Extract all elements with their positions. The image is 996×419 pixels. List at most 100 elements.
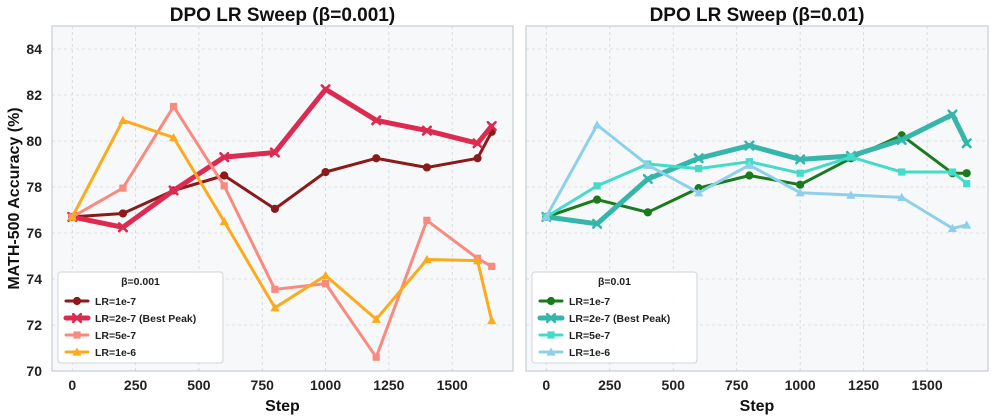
legend-swatch-marker <box>71 312 83 324</box>
data-point <box>846 190 856 199</box>
data-point <box>795 154 806 165</box>
data-point <box>744 160 754 169</box>
data-point <box>693 153 704 164</box>
x-tick-label: 250 <box>598 377 622 393</box>
x-tick-label: 1500 <box>437 377 468 393</box>
chart-title: DPO LR Sweep (β=0.001) <box>170 5 395 26</box>
data-point <box>745 171 754 180</box>
data-point <box>744 140 755 151</box>
data-point <box>947 109 958 120</box>
data-point <box>847 153 855 161</box>
plot-frame <box>525 25 989 372</box>
data-point <box>372 353 380 361</box>
data-point <box>220 182 228 190</box>
legend-swatch-marker <box>73 331 81 339</box>
legend-item: LR=5e-7 <box>64 330 136 342</box>
data-point <box>488 262 496 270</box>
series-lr-5e-7 <box>542 153 971 221</box>
x-tick-label: 750 <box>251 377 275 393</box>
data-point <box>695 165 703 173</box>
legend-box <box>57 271 224 364</box>
x-tick-label: 500 <box>662 377 686 393</box>
x-tick-label: 1000 <box>310 377 341 393</box>
series-line <box>69 86 495 230</box>
data-point <box>321 167 330 177</box>
data-point <box>169 102 178 111</box>
legend-label: LR=2e-7 (Best Peak) <box>95 313 196 325</box>
series-line <box>70 105 494 359</box>
data-point <box>947 223 958 233</box>
series-line <box>70 118 494 322</box>
data-point <box>591 218 603 229</box>
data-point <box>962 220 972 229</box>
data-point <box>962 169 971 178</box>
data-point <box>423 216 431 224</box>
x-tick-label: 250 <box>124 377 148 393</box>
legend-label: LR=1e-6 <box>569 347 610 359</box>
data-point <box>643 160 653 169</box>
data-point <box>372 154 381 163</box>
y-tick-label: 78 <box>26 179 42 195</box>
data-point <box>796 180 805 189</box>
x-axis-label: Step <box>740 398 775 415</box>
data-point <box>270 204 280 213</box>
data-point <box>320 84 331 95</box>
data-point <box>219 216 229 226</box>
data-point <box>220 171 229 180</box>
data-point <box>592 120 602 129</box>
data-point <box>642 173 653 185</box>
x-tick-label: 1250 <box>848 377 879 393</box>
series-line <box>544 123 969 230</box>
data-point <box>592 195 602 204</box>
x-tick-label: 500 <box>187 377 211 393</box>
x-tick-label: 1000 <box>785 377 816 393</box>
data-point <box>422 254 432 264</box>
data-point <box>694 188 704 197</box>
legend-title: β=0.001 <box>121 276 160 288</box>
data-point <box>168 132 179 142</box>
legend-swatch-marker <box>547 331 555 339</box>
x-tick-label: 1500 <box>911 377 942 393</box>
data-point <box>541 212 551 221</box>
data-point <box>118 115 128 124</box>
legend: β=0.01 LR=1e-7 LR=2e-7 (Best Peak) LR=5e-7 L… <box>531 271 698 364</box>
data-point <box>371 314 381 323</box>
legend-label: LR=1e-6 <box>95 347 136 359</box>
legend-swatch-marker <box>546 347 556 356</box>
data-point <box>119 184 127 192</box>
legend-label: LR=1e-7 <box>95 296 136 308</box>
y-tick-label: 70 <box>26 363 42 379</box>
series-line <box>70 130 494 219</box>
data-point <box>961 138 972 149</box>
legend-item: LR=2e-7 (Best Peak) <box>63 312 196 325</box>
plot-frame <box>51 25 514 372</box>
data-point <box>896 134 907 145</box>
data-point <box>948 168 957 176</box>
y-tick-label: 74 <box>26 271 42 287</box>
data-point <box>796 169 804 177</box>
y-tick-label: 82 <box>26 87 42 103</box>
series-line <box>543 112 970 227</box>
data-point <box>321 280 330 288</box>
data-point <box>472 256 483 265</box>
data-point <box>117 222 129 233</box>
legend-box <box>531 271 698 364</box>
y-tick-label: 72 <box>26 317 42 333</box>
data-point <box>269 147 281 158</box>
x-axis-label: Step <box>265 398 300 415</box>
legend-item: LR=2e-7 (Best Peak) <box>537 312 670 325</box>
legend-label: LR=5e-7 <box>95 330 136 342</box>
legend-label: LR=5e-7 <box>569 330 610 342</box>
data-point <box>320 270 331 280</box>
y-tick-label: 80 <box>26 133 42 149</box>
x-tick-label: 1250 <box>373 377 404 393</box>
legend-swatch-marker <box>545 312 557 324</box>
data-point <box>271 285 279 293</box>
x-tick-label: 0 <box>68 377 76 393</box>
data-point <box>643 208 652 217</box>
chart-panel-beta-0.001: 0 250 500 750 1000 1250 1500 70 72 74 76 78 80 82 84 DP… <box>6 5 514 415</box>
series-line <box>544 155 969 219</box>
legend-item: LR=5e-7 <box>538 330 610 342</box>
legend-item: LR=1e-6 <box>538 347 610 359</box>
